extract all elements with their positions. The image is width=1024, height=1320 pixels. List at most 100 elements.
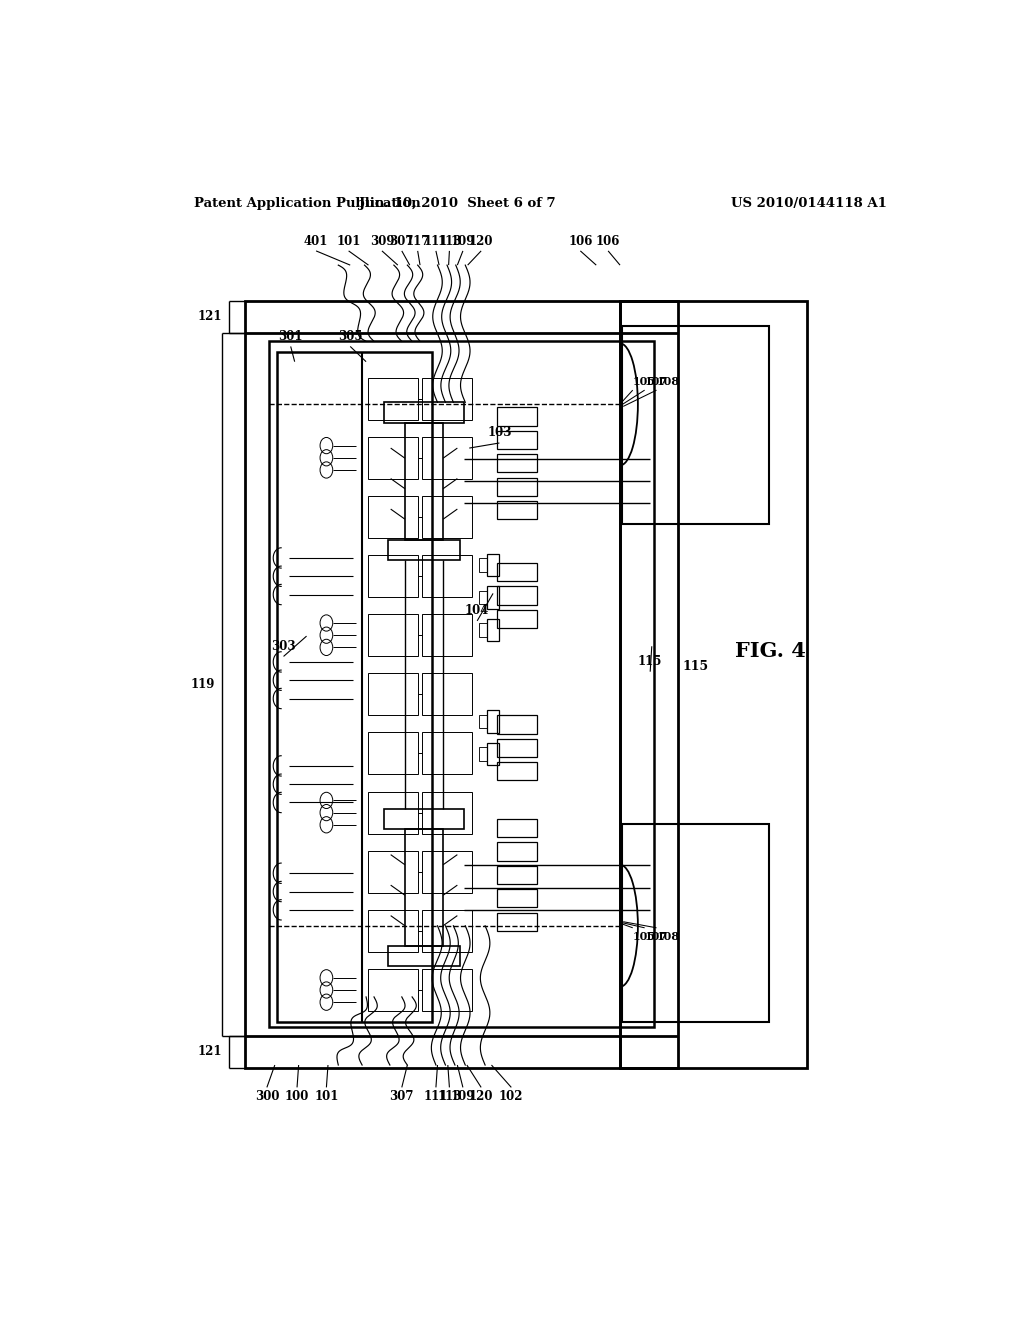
Bar — [497, 890, 537, 907]
Bar — [369, 850, 418, 892]
Bar — [497, 454, 537, 473]
Bar — [497, 408, 537, 426]
Text: 111: 111 — [424, 235, 449, 248]
Bar — [404, 829, 443, 946]
Bar — [486, 554, 500, 576]
Bar — [423, 437, 472, 479]
Text: 120: 120 — [469, 235, 494, 248]
Text: 301: 301 — [279, 330, 303, 343]
Bar — [497, 562, 537, 581]
Bar — [479, 591, 486, 605]
Text: 111: 111 — [424, 1090, 449, 1104]
Bar — [479, 558, 486, 572]
Bar — [497, 912, 537, 931]
Bar — [423, 554, 472, 597]
Bar — [369, 969, 418, 1011]
Bar — [497, 842, 537, 861]
Bar — [486, 710, 500, 733]
Text: 107: 107 — [645, 931, 668, 942]
Text: 103: 103 — [487, 426, 512, 440]
Bar — [269, 342, 654, 1027]
Bar — [369, 673, 418, 715]
Bar — [497, 478, 537, 496]
Bar — [384, 809, 464, 829]
Bar — [497, 715, 537, 734]
Bar — [278, 351, 432, 1022]
Bar — [369, 614, 418, 656]
Bar — [369, 554, 418, 597]
Text: 106: 106 — [568, 235, 593, 248]
Text: FIG. 4: FIG. 4 — [735, 642, 806, 661]
Text: 115: 115 — [682, 660, 709, 673]
Bar — [423, 850, 472, 892]
Text: 307: 307 — [389, 235, 414, 248]
Text: 101: 101 — [314, 1090, 339, 1104]
Text: 109: 109 — [451, 235, 475, 248]
Bar — [479, 747, 486, 760]
Bar — [384, 403, 464, 422]
Text: 105: 105 — [633, 376, 655, 387]
Bar — [423, 909, 472, 952]
Text: Patent Application Publication: Patent Application Publication — [194, 197, 421, 210]
Bar — [246, 301, 678, 1068]
Text: 307: 307 — [389, 1090, 414, 1104]
Bar — [369, 733, 418, 775]
Text: 100: 100 — [285, 1090, 309, 1104]
Bar — [622, 824, 769, 1022]
Bar — [497, 866, 537, 884]
Text: 117: 117 — [406, 235, 430, 248]
Bar — [388, 946, 460, 966]
Bar — [423, 496, 472, 539]
Text: 121: 121 — [198, 1045, 222, 1059]
Bar — [404, 422, 443, 540]
Text: 104: 104 — [465, 605, 489, 618]
Bar — [497, 610, 537, 628]
Bar — [369, 437, 418, 479]
Bar — [486, 586, 500, 609]
Bar — [423, 733, 472, 775]
Text: Jun. 10, 2010  Sheet 6 of 7: Jun. 10, 2010 Sheet 6 of 7 — [359, 197, 556, 210]
Text: 113: 113 — [437, 235, 462, 248]
Text: 121: 121 — [198, 310, 222, 323]
Text: 108: 108 — [656, 376, 680, 387]
Bar — [622, 326, 769, 524]
Text: 113: 113 — [437, 1090, 462, 1104]
Text: US 2010/0144118 A1: US 2010/0144118 A1 — [731, 197, 887, 210]
Bar — [369, 496, 418, 539]
Bar — [479, 714, 486, 729]
Text: 102: 102 — [499, 1090, 523, 1104]
Bar — [497, 739, 537, 758]
Text: 309: 309 — [370, 235, 394, 248]
Text: 303: 303 — [271, 640, 296, 653]
Bar — [497, 762, 537, 780]
Bar — [497, 500, 537, 519]
Bar — [369, 378, 418, 420]
Bar — [620, 301, 807, 1068]
Text: 108: 108 — [656, 931, 680, 942]
Bar — [486, 743, 500, 766]
Bar — [423, 792, 472, 834]
Bar — [388, 540, 460, 560]
Bar — [497, 586, 537, 605]
Text: 401: 401 — [304, 235, 329, 248]
Text: 107: 107 — [645, 376, 668, 387]
Text: 119: 119 — [190, 678, 215, 690]
Bar — [369, 909, 418, 952]
Bar — [497, 430, 537, 449]
Bar — [486, 619, 500, 642]
Bar — [479, 623, 486, 636]
Bar — [369, 792, 418, 834]
Text: 120: 120 — [469, 1090, 494, 1104]
Bar — [423, 614, 472, 656]
Text: 109: 109 — [451, 1090, 475, 1104]
Text: 105: 105 — [633, 931, 655, 942]
Text: 300: 300 — [255, 1090, 280, 1104]
Bar — [423, 969, 472, 1011]
Bar — [423, 673, 472, 715]
Text: 305: 305 — [338, 330, 362, 343]
Bar — [423, 378, 472, 420]
Text: 115: 115 — [638, 655, 663, 668]
Bar — [497, 818, 537, 837]
Text: 101: 101 — [337, 235, 360, 248]
Text: 106: 106 — [596, 235, 621, 248]
